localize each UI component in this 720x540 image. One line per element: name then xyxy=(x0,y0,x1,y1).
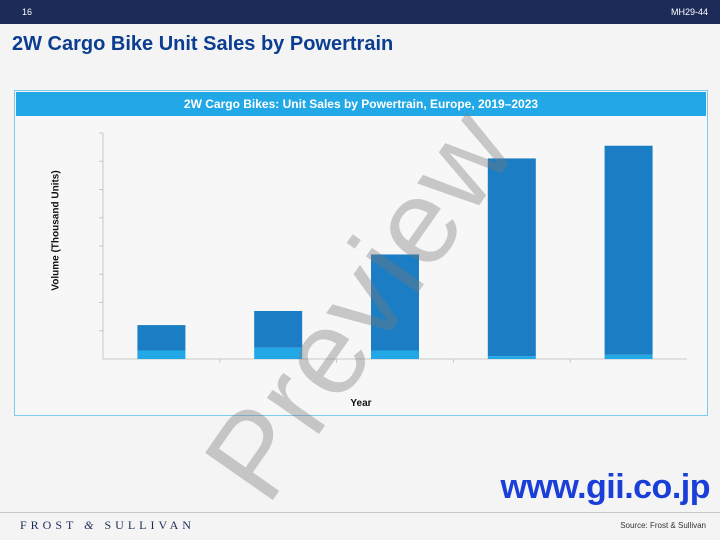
website-link[interactable]: www.gii.co.jp xyxy=(500,468,711,506)
page-number: 16 xyxy=(22,7,33,17)
chart-title: 2W Cargo Bikes: Unit Sales by Powertrain… xyxy=(16,92,706,116)
source-note: Source: Frost & Sullivan xyxy=(620,521,706,530)
document-code: MH29-44 xyxy=(670,7,708,17)
company-logo: FROST & SULLIVAN xyxy=(20,518,195,532)
y-axis-label: Volume (Thousand Units) xyxy=(50,170,62,291)
chart-container: 2W Cargo Bikes: Unit Sales by Powertrain… xyxy=(14,90,708,416)
footer-divider xyxy=(0,512,720,513)
bar-segment-2 xyxy=(371,254,419,351)
bar-segment-1 xyxy=(604,354,653,359)
bar-segment-2 xyxy=(254,310,303,348)
bar-segment-2 xyxy=(137,325,186,351)
top-bar: 16 MH29-44 xyxy=(0,0,720,24)
bar-chart xyxy=(99,132,687,363)
slide-title: 2W Cargo Bike Unit Sales by Powertrain xyxy=(12,33,394,55)
bar-segment-1 xyxy=(487,356,536,359)
bar-segment-1 xyxy=(137,350,186,359)
bar-segment-1 xyxy=(254,347,303,359)
bar-segment-1 xyxy=(371,350,419,359)
bar-segment-2 xyxy=(604,145,653,355)
bar-segment-2 xyxy=(487,158,536,357)
x-axis-label: Year xyxy=(350,398,372,409)
